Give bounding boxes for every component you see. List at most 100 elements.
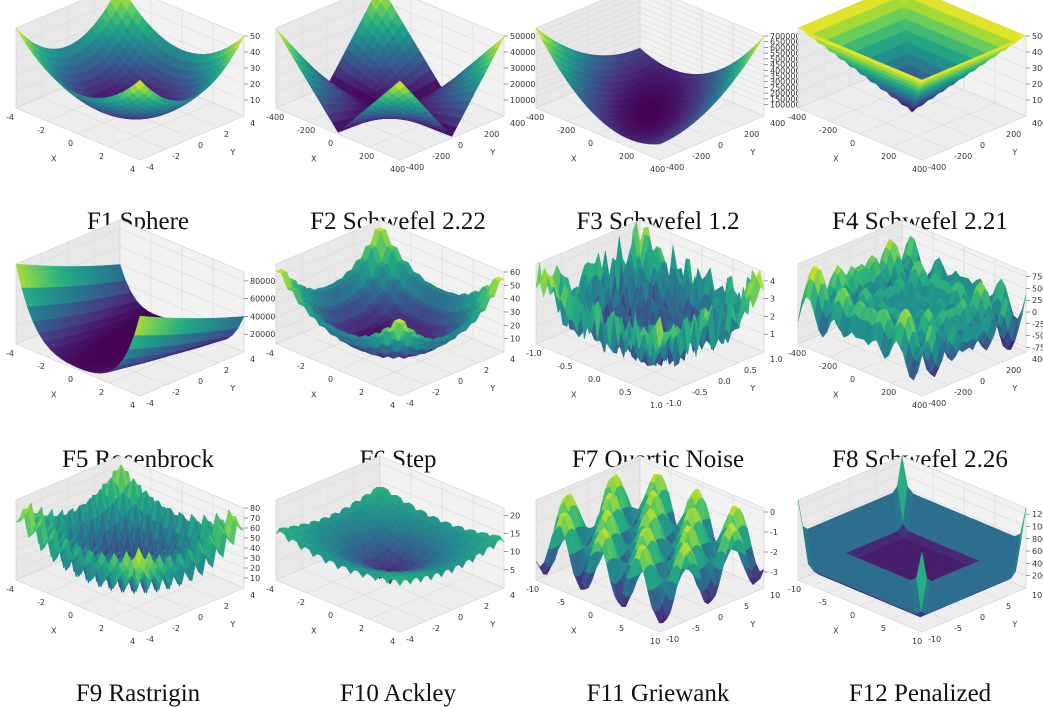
x-tick-label: 400 <box>390 165 405 174</box>
y-tick-label: -400 <box>928 163 946 172</box>
y-tick-label: -4 <box>406 399 414 408</box>
x-tick-label: 0 <box>68 139 73 148</box>
y-axis-label: Y <box>489 384 495 393</box>
surface-plot-schwefel12: 1000001500002000002500003000003500004000… <box>528 0 788 200</box>
z-tick-label: 20 <box>510 321 520 330</box>
surface-plot-schwefel222: 100000200000300000400000500000-400-20002… <box>268 0 528 200</box>
x-tick-label: -4 <box>6 113 14 122</box>
y-tick-label: -2 <box>172 388 180 397</box>
y-tick-label: -2 <box>432 388 440 397</box>
chart-panel-schwefel221: 100200300400500-400-2000200400X-400-2000… <box>790 0 1043 235</box>
x-tick-label: 0 <box>328 375 333 384</box>
x-tick-label: 2 <box>99 388 104 397</box>
z-tick-label: 100 <box>1032 96 1043 105</box>
y-tick-label: -400 <box>406 163 424 172</box>
x-axis-label: X <box>51 155 57 164</box>
z-tick-label: 30 <box>250 64 260 73</box>
z-tick-label: 200 <box>1032 80 1043 89</box>
x-tick-label: 0.5 <box>619 388 632 397</box>
y-tick-label: 4 <box>250 119 255 128</box>
x-tick-label: 2 <box>359 388 364 397</box>
z-tick-label: 400 <box>1032 48 1043 57</box>
x-tick-label: 2 <box>99 152 104 161</box>
z-tick-label: 40 <box>510 295 520 304</box>
y-tick-label: 400 <box>770 119 785 128</box>
x-tick-label: 1.0 <box>650 401 663 410</box>
x-tick-label: -200 <box>557 126 575 135</box>
y-axis-label: Y <box>1011 148 1017 157</box>
x-axis-label: X <box>51 391 57 400</box>
y-tick-label: 0 <box>458 377 463 386</box>
x-tick-label: 200 <box>359 152 374 161</box>
y-tick-label: 200 <box>1006 130 1021 139</box>
y-tick-label: -1.0 <box>666 399 682 408</box>
x-axis-label: X <box>571 155 577 164</box>
surface-plot-schwefel221: 100200300400500-400-2000200400X-400-2000… <box>790 0 1043 200</box>
x-tick-label: 400 <box>912 165 927 174</box>
x-axis-label: X <box>311 155 317 164</box>
z-tick-label: 60 <box>510 268 520 277</box>
z-tick-label: 20 <box>250 80 260 89</box>
y-tick-label: 2 <box>224 366 229 375</box>
x-tick-label: -2 <box>37 362 45 371</box>
z-tick-label: 500 <box>1032 32 1043 41</box>
y-axis-label: Y <box>229 384 235 393</box>
z-tick-label: 2 <box>770 312 775 321</box>
y-tick-label: 4 <box>510 355 515 364</box>
y-tick-label: -200 <box>954 152 972 161</box>
y-tick-label: 4 <box>250 355 255 364</box>
y-tick-label: -200 <box>432 152 450 161</box>
y-tick-label: 400 <box>1032 119 1043 128</box>
y-tick-label: 0 <box>198 377 203 386</box>
y-tick-label: 2 <box>484 366 489 375</box>
x-tick-label: -2 <box>37 126 45 135</box>
x-tick-label: -1.0 <box>526 349 542 358</box>
x-axis-label: X <box>571 391 577 400</box>
z-tick-label: 50 <box>250 32 260 41</box>
y-tick-label: -200 <box>692 152 710 161</box>
y-tick-label: 0 <box>980 141 985 150</box>
y-axis-label: Y <box>489 148 495 157</box>
y-tick-label: -0.5 <box>692 388 708 397</box>
surface-plot-schwefel226: -750-500-2500250500750-400-2000200400X-4… <box>790 236 1043 436</box>
x-tick-label: 4 <box>130 401 135 410</box>
x-axis-label: X <box>833 155 839 164</box>
y-tick-label: 2 <box>224 130 229 139</box>
y-tick-label: -4 <box>146 399 154 408</box>
z-tick-label: 30 <box>510 308 520 317</box>
y-tick-label: 1.0 <box>770 355 783 364</box>
x-tick-label: 400 <box>650 165 665 174</box>
y-axis-label: Y <box>749 384 755 393</box>
y-tick-label: -2 <box>172 152 180 161</box>
z-tick-label: 4 <box>770 277 775 286</box>
x-tick-label: -200 <box>819 126 837 135</box>
y-tick-label: 0 <box>718 141 723 150</box>
chart-panel-schwefel226: -750-500-2500250500750-400-2000200400X-4… <box>790 236 1043 471</box>
y-tick-label: 0.5 <box>744 366 757 375</box>
y-tick-label: 0 <box>458 141 463 150</box>
y-axis-label: Y <box>229 148 235 157</box>
z-tick-label: 3 <box>770 295 775 304</box>
x-tick-label: -400 <box>526 113 544 122</box>
y-tick-label: 0 <box>198 141 203 150</box>
y-tick-label: -400 <box>666 163 684 172</box>
x-tick-label: -0.5 <box>557 362 573 371</box>
z-tick-label: 50 <box>510 281 520 290</box>
z-tick-label: 10 <box>510 335 520 344</box>
y-tick-label: 200 <box>744 130 759 139</box>
x-tick-label: 200 <box>619 152 634 161</box>
y-tick-label: -4 <box>146 163 154 172</box>
y-tick-label: 200 <box>484 130 499 139</box>
x-tick-label: 200 <box>881 152 896 161</box>
x-tick-label: 0.0 <box>588 375 601 384</box>
